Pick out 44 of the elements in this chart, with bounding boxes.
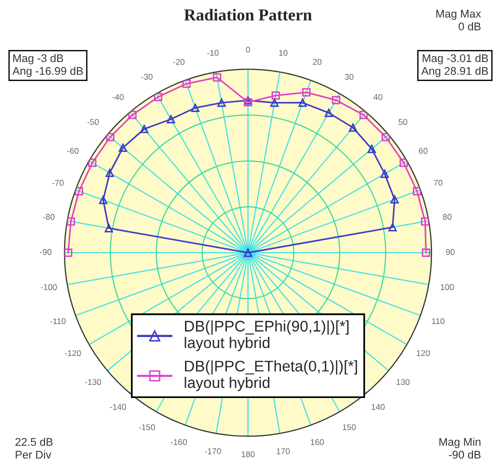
spoke-label: 40 [374, 94, 382, 100]
spoke-label: -90 [40, 249, 52, 255]
spoke-label: -100 [40, 284, 57, 290]
text: Mag -3 dB Ang -16.99 dB [12, 54, 83, 78]
spoke-label: 160 [310, 439, 324, 446]
text: Mag Min -90 dB [439, 438, 481, 459]
spoke-label: 30 [344, 74, 354, 80]
text: Mag -3.01 dB Ang 28.91 dB [421, 54, 488, 78]
spoke-label: 10 [279, 50, 288, 56]
spoke-label: -40 [112, 94, 124, 100]
text: Mag Max 0 dB [436, 10, 482, 30]
spoke-label: 20 [312, 58, 322, 65]
spoke-label: -150 [138, 424, 155, 430]
spoke-label: 70 [434, 180, 442, 186]
spoke-label: 110 [432, 318, 444, 324]
spoke-label: 80 [442, 214, 452, 220]
spoke-label: 180 [242, 451, 255, 458]
spoke-label: -140 [110, 404, 126, 410]
spoke-label: 60 [418, 148, 428, 154]
spoke-label: -120 [64, 350, 81, 356]
spoke-label: -30 [141, 74, 153, 80]
spoke-label: 100 [440, 284, 454, 290]
spoke-label: -80 [43, 214, 54, 220]
spoke-label: -170 [204, 448, 221, 454]
legend-label: DB(|PPC_EPhi(90,1)|)[*] layout hybrid [184, 320, 349, 352]
text: 22.5 dB Per Div [15, 438, 53, 459]
legend-label: DB(|PPC_ETheta(0,1)|)[*] layout hybrid [184, 360, 358, 392]
spoke-label: -50 [87, 119, 99, 125]
spoke-label: -20 [173, 58, 185, 65]
spoke-label: -160 [170, 439, 187, 446]
spoke-label: 90 [446, 249, 455, 255]
spoke-label: 120 [416, 350, 430, 356]
spoke-label: 130 [396, 379, 410, 385]
spoke-label: 50 [398, 119, 408, 125]
spoke-label: -110 [50, 318, 66, 324]
spoke-label: 0 [246, 46, 250, 53]
spoke-label: -70 [52, 180, 64, 186]
chart-title: Radiation Pattern [184, 8, 312, 21]
spoke-label: 150 [342, 424, 356, 430]
spoke-label: 140 [372, 404, 385, 410]
spoke-label: 170 [276, 448, 290, 454]
spoke-label: -10 [207, 50, 219, 56]
spoke-label: -130 [85, 379, 102, 385]
spoke-label: -60 [67, 148, 79, 154]
